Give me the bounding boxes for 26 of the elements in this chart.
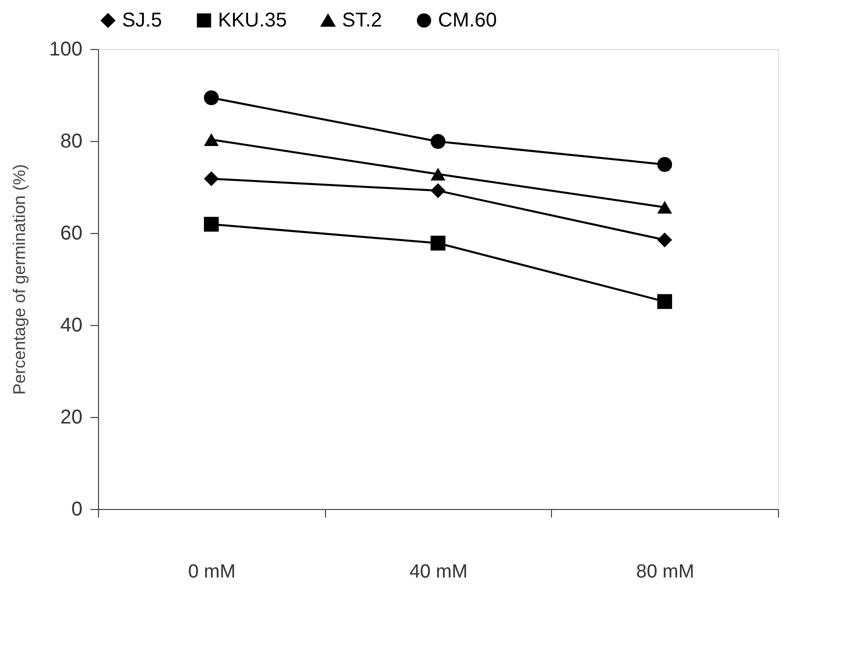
x-tick-label: 40 mM [409, 562, 468, 582]
point [657, 294, 672, 309]
point [204, 90, 219, 106]
point [430, 168, 446, 181]
y-axis-title: Percentage of germination (%) [10, 164, 30, 395]
y-tick-label: 40 [60, 314, 82, 336]
legend-label: CM.60 [438, 9, 497, 32]
x-tick-label: 80 mM [636, 562, 694, 582]
point [657, 200, 672, 214]
legend-label: SJ.5 [122, 9, 162, 32]
y-tick-label: 100 [49, 38, 82, 60]
y-tick-label: 80 [60, 130, 82, 152]
x-tick-label: 0 mM [188, 562, 236, 582]
y-tick-label: 20 [60, 406, 82, 428]
point [204, 216, 219, 232]
point [657, 232, 672, 248]
point [204, 133, 219, 146]
point [204, 171, 219, 186]
point [657, 157, 672, 172]
point [430, 236, 446, 251]
legend-label: ST.2 [342, 10, 382, 32]
y-tick-label: 0 [71, 498, 82, 520]
legend-label: KKU.35 [218, 9, 287, 32]
y-tick-label: 60 [60, 222, 82, 244]
point [430, 134, 446, 149]
point [430, 183, 446, 198]
